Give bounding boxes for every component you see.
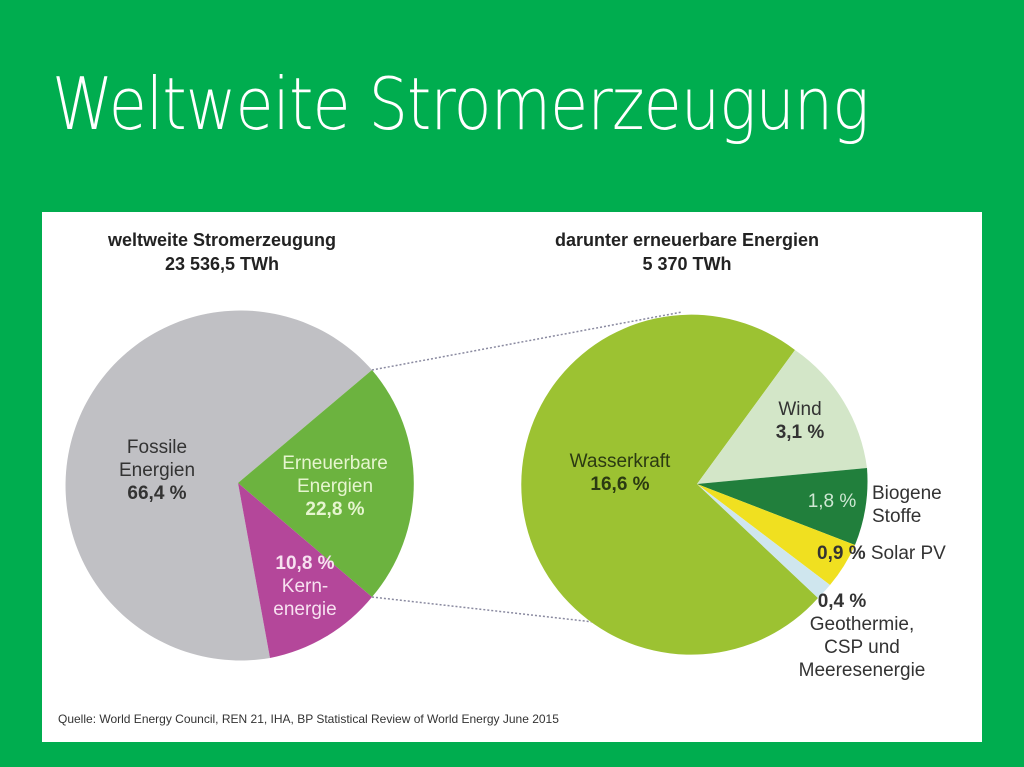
slice-wind — [697, 350, 867, 484]
label-wind-name: Wind — [778, 399, 822, 420]
label-kernenergie-name2: energie — [273, 599, 337, 620]
label-biogene-name2: Stoffe — [872, 506, 922, 527]
label-wind: Wind 3,1 % — [760, 398, 840, 444]
label-solar-name: Solar PV — [870, 543, 946, 564]
label-erneuerbare-name1: Erneuerbare — [282, 453, 388, 474]
label-kernenergie-name1: Kern- — [281, 576, 329, 597]
slice-erneuerbare — [238, 370, 414, 597]
source-caption: Quelle: World Energy Council, REN 21, IH… — [58, 712, 559, 726]
label-fossile-name2: Energien — [118, 460, 196, 481]
chart-panel: weltweite Stromerzeugung 23 536,5 TWh da… — [42, 212, 982, 742]
left-chart-title: weltweite Stromerzeugung 23 536,5 TWh — [62, 228, 382, 276]
left-pie — [65, 310, 414, 661]
label-kernenergie: 10,8 % Kern- energie — [260, 552, 350, 621]
label-solar-value: 0,9 % — [817, 543, 866, 564]
left-subtitle-text: 23 536,5 TWh — [164, 254, 280, 274]
connector-line-top — [371, 311, 683, 371]
label-biogene-name1: Biogene — [872, 483, 942, 504]
label-wasserkraft: Wasserkraft 16,6 % — [550, 450, 690, 496]
label-biogene-value: 1,8 % — [807, 491, 857, 512]
label-geothermie-name3: Meeresenergie — [798, 660, 926, 681]
label-solar: 0,9 % Solar PV — [817, 542, 977, 565]
slice-geothermie — [697, 484, 830, 598]
label-fossile-name1: Fossile — [126, 437, 188, 458]
label-erneuerbare-value: 22,8 % — [305, 499, 365, 520]
slide-title: Weltweite Stromerzeugung — [52, 62, 869, 146]
label-fossile-value: 66,4 % — [127, 483, 187, 504]
slice-wasserkraft — [521, 314, 818, 655]
pie-charts-svg — [65, 310, 868, 661]
label-kernenergie-value: 10,8 % — [275, 553, 335, 574]
left-title-text: weltweite Stromerzeugung — [107, 230, 337, 250]
slice-solar — [697, 484, 855, 585]
label-geothermie: 0,4 % Geothermie, CSP und Meeresenergie — [782, 590, 942, 682]
slice-kernenergie — [238, 483, 372, 658]
label-wasserkraft-name: Wasserkraft — [569, 451, 671, 472]
slice-fossile — [65, 310, 372, 661]
label-erneuerbare: Erneuerbare Energien 22,8 % — [270, 452, 400, 521]
label-erneuerbare-name2: Energien — [296, 476, 374, 497]
label-wasserkraft-value: 16,6 % — [590, 474, 650, 495]
label-geothermie-value: 0,4 % — [817, 591, 867, 612]
label-fossile: Fossile Energien 66,4 % — [102, 436, 212, 505]
slice-biogene — [697, 468, 868, 545]
right-title-text: darunter erneuerbare Energien — [554, 230, 820, 250]
label-wind-value: 3,1 % — [775, 422, 825, 443]
right-chart-title: darunter erneuerbare Energien 5 370 TWh — [522, 228, 852, 276]
right-pie — [521, 314, 868, 655]
label-geothermie-name2: CSP und — [824, 637, 900, 658]
label-biogene-name: Biogene Stoffe — [872, 482, 962, 528]
right-subtitle-text: 5 370 TWh — [642, 254, 732, 274]
label-geothermie-name1: Geothermie, — [809, 614, 915, 635]
